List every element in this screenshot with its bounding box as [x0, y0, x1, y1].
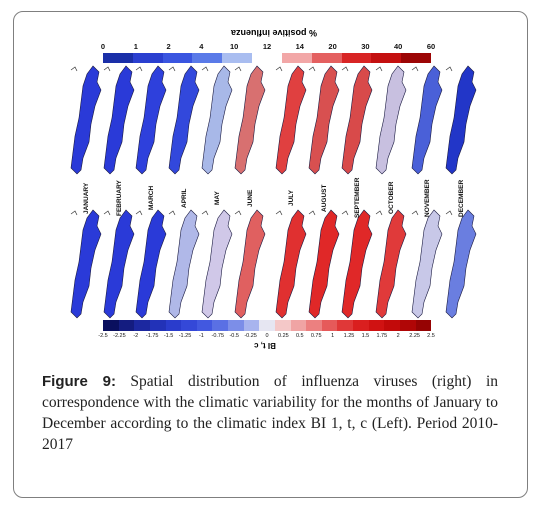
month-label: DECEMBER [458, 179, 465, 217]
month-label: AUGUST [321, 184, 328, 212]
bottom-scale-swatch [399, 320, 416, 331]
month-label: JANUARY [83, 182, 90, 214]
top-scale-swatch [162, 53, 193, 63]
month-label: JUNE [247, 189, 254, 207]
top-scale-tick-label: 4 [199, 42, 204, 51]
bottom-scale-swatch [118, 320, 135, 331]
bottom-scale-tick-label: 1.25 [343, 333, 355, 339]
month-label: SEPTEMBER [354, 177, 361, 219]
caption-label: Figure 9: [42, 373, 116, 390]
bottom-scale-tick-label: -1.25 [178, 333, 192, 339]
bottom-scale-swatch [368, 320, 385, 331]
bottom-scale-swatch [290, 320, 307, 331]
bottom-scale-tick-label: 0.25 [278, 333, 289, 339]
month-label: MAY [214, 191, 221, 205]
top-scale-swatch [281, 53, 312, 63]
top-scale-tick-label: 30 [361, 42, 370, 51]
bottom-scale-tick-label: -0.75 [211, 333, 225, 339]
bottom-scale-swatch [321, 320, 338, 331]
bottom-scale-tick-label: 2.5 [427, 333, 435, 339]
bottom-scale-tick-label: -0.5 [229, 333, 239, 339]
figure-caption: Figure 9: Spatial distribution of influe… [42, 371, 498, 455]
caption-text: Spatial distribution of influenza viruse… [42, 373, 498, 453]
top-color-scale [103, 53, 431, 63]
bottom-scale-tick-label: 0 [265, 333, 269, 339]
bottom-scale-swatch [228, 320, 244, 331]
top-scale-tick-label: 2 [166, 42, 171, 51]
month-label: APRIL [181, 188, 188, 208]
top-scale-swatch [311, 53, 342, 63]
bottom-scale-swatch [353, 320, 369, 331]
top-scale-tick-label: 1 [133, 42, 138, 51]
top-scale-swatch [252, 53, 282, 63]
top-scale-swatch [401, 53, 431, 63]
bottom-scale-swatch [134, 320, 150, 331]
top-scale-swatch [371, 53, 402, 63]
month-label: JULY [288, 189, 295, 207]
top-scale-tick-label: 10 [230, 42, 239, 51]
bottom-scale-swatch [149, 320, 166, 331]
bottom-scale-tick-label: 2.25 [409, 333, 420, 339]
month-label: NOVEMBER [424, 179, 431, 217]
bottom-scale-swatch [243, 320, 260, 331]
bottom-scale-swatch [306, 320, 322, 331]
bottom-scale-swatch [415, 320, 432, 331]
month-label: OCTOBER [388, 181, 395, 215]
bottom-scale-swatch [103, 320, 119, 331]
top-scale-swatch [222, 53, 253, 63]
bottom-scale-tick-label: -1 [198, 333, 204, 339]
bottom-legend-title: BI t, c [254, 341, 276, 350]
bottom-scale-tick-label: 1.75 [376, 333, 388, 339]
bottom-scale-tick-label: 2 [396, 333, 400, 339]
top-scale-swatch [103, 53, 133, 63]
bottom-scale-tick-label: 0.75 [310, 333, 322, 339]
bottom-scale-swatch [337, 320, 353, 331]
bottom-scale-tick-label: -1.75 [145, 333, 159, 339]
bottom-scale-tick-label: -2.25 [113, 333, 126, 339]
top-scale-tick-label: 0 [100, 42, 106, 51]
top-scale-swatch [132, 53, 163, 63]
bottom-scale-swatch [196, 320, 213, 331]
bottom-scale-tick-label: -2 [133, 333, 139, 339]
top-scale-swatch [192, 53, 223, 63]
bottom-scale-tick-label: -0.25 [244, 333, 257, 339]
bottom-scale-tick-label: -1.5 [163, 333, 174, 339]
bottom-scale-swatch [259, 320, 275, 331]
month-label: FEBRUARY [116, 180, 123, 216]
top-scale-swatch [341, 53, 372, 63]
month-label: MARCH [148, 185, 155, 211]
bottom-scale-tick-label: -2.5 [98, 333, 108, 339]
bottom-color-scale [103, 320, 432, 331]
bottom-scale-tick-label: 1 [331, 333, 335, 339]
top-scale-tick-label: 40 [394, 42, 403, 51]
bottom-scale-tick-label: 0.5 [295, 333, 304, 339]
bottom-scale-tick-label: 1.5 [361, 333, 370, 339]
top-scale-tick-label: 14 [295, 42, 304, 51]
bottom-scale-swatch [181, 320, 197, 331]
top-scale-tick-label: 20 [328, 42, 337, 51]
top-scale-tick-label: 12 [262, 42, 272, 51]
bottom-scale-swatch [212, 320, 228, 331]
top-scale-tick-label: 60 [426, 42, 436, 51]
bottom-scale-swatch [384, 320, 400, 331]
top-legend-title: % positive influenza [231, 28, 318, 38]
bottom-scale-swatch [274, 320, 291, 331]
bottom-scale-swatch [165, 320, 182, 331]
